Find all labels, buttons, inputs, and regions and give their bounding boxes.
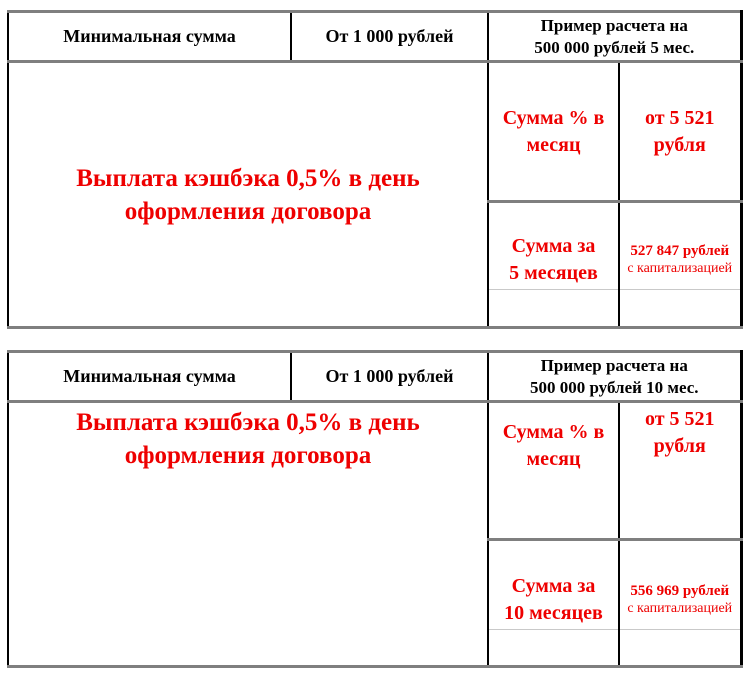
- empty-row: [8, 629, 741, 667]
- empty-cell: [488, 629, 620, 667]
- capitalization-note: с капитализацией: [627, 261, 733, 277]
- empty-row: [8, 289, 741, 328]
- header-row: Минимальная сумма От 1 000 рублей Пример…: [8, 351, 741, 403]
- total-label: Сумма за 5 месяцев: [488, 201, 620, 290]
- empty-cell: [619, 630, 741, 667]
- deposit-table-10-months: Минимальная сумма От 1 000 рублей Пример…: [7, 350, 743, 668]
- total-label: Сумма за 10 месяцев: [488, 539, 620, 630]
- total-value-cell: 527 847 рублей с капитализацией: [619, 201, 741, 290]
- total-row: Сумма за 10 месяцев 556 969 рублей с кап…: [8, 539, 741, 630]
- min-sum-label: Минимальная сумма: [8, 11, 292, 63]
- example-header: Пример расчета на 500 000 рублей 5 мес.: [488, 11, 741, 63]
- monthly-value: от 5 521 рубля: [619, 61, 741, 203]
- monthly-row: Выплата кэшбэка 0,5% в день оформления д…: [8, 61, 741, 328]
- monthly-row: Выплата кэшбэка 0,5% в день оформления д…: [8, 401, 741, 667]
- min-sum-label: Минимальная сумма: [8, 351, 292, 403]
- total-value: 556 969 рублей: [630, 583, 730, 600]
- capitalization-note: с капитализацией: [627, 601, 733, 617]
- monthly-label: Сумма % в месяц: [488, 61, 620, 203]
- empty-cell: [488, 289, 620, 328]
- example-header: Пример расчета на 500 000 рублей 10 мес.: [488, 351, 741, 403]
- promo-text: Выплата кэшбэка 0,5% в день оформления д…: [8, 401, 489, 667]
- min-sum-value: От 1 000 рублей: [291, 11, 489, 63]
- promo-text: Выплата кэшбэка 0,5% в день оформления д…: [8, 61, 489, 328]
- empty-cell: [619, 290, 741, 328]
- total-row: Сумма за 5 месяцев 527 847 рублей с капи…: [8, 201, 741, 290]
- header-row: Минимальная сумма От 1 000 рублей Пример…: [8, 11, 741, 63]
- min-sum-value: От 1 000 рублей: [291, 351, 489, 403]
- monthly-label: Сумма % в месяц: [488, 401, 620, 541]
- deposit-table-5-months: Минимальная сумма От 1 000 рублей Пример…: [7, 10, 743, 329]
- monthly-value: от 5 521 рубля: [619, 401, 741, 541]
- total-value-cell: 556 969 рублей с капитализацией: [619, 539, 741, 630]
- total-value: 527 847 рублей: [630, 243, 730, 260]
